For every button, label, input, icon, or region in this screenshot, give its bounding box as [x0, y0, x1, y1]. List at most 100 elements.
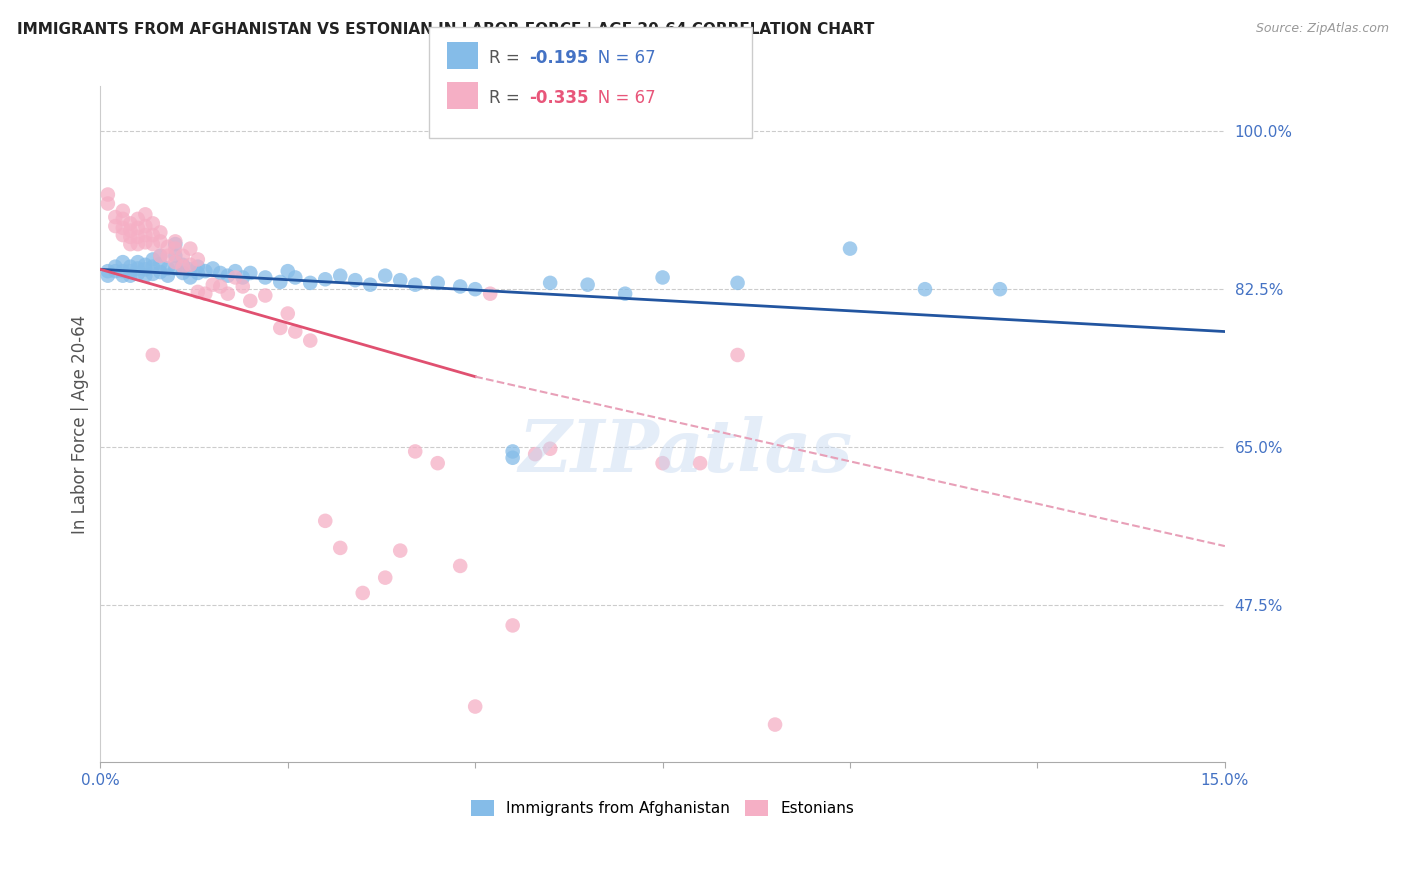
Point [120, 224, 142, 238]
Point [284, 325, 307, 339]
Point [314, 272, 336, 286]
Point [120, 264, 142, 278]
Point [111, 203, 134, 218]
Point [165, 242, 187, 256]
Point [104, 260, 127, 274]
Point [217, 286, 239, 301]
Point [111, 268, 134, 283]
Point [134, 262, 156, 277]
Point [179, 242, 201, 256]
Point [165, 237, 187, 252]
Text: ZIPatlas: ZIPatlas [517, 416, 852, 487]
Text: IMMIGRANTS FROM AFGHANISTAN VS ESTONIAN IN LABOR FORCE | AGE 20-64 CORRELATION C: IMMIGRANTS FROM AFGHANISTAN VS ESTONIAN … [17, 22, 875, 38]
Point [464, 282, 486, 296]
Point [187, 260, 209, 274]
Point [156, 261, 179, 276]
Point [127, 267, 149, 281]
Point [149, 235, 172, 249]
Point [172, 258, 194, 272]
Point [179, 262, 201, 277]
Legend: Immigrants from Afghanistan, Estonians: Immigrants from Afghanistan, Estonians [465, 794, 860, 822]
Point [187, 252, 209, 267]
Point [839, 242, 862, 256]
Point [727, 276, 749, 290]
Point [97, 268, 120, 283]
Point [156, 240, 179, 254]
Point [479, 286, 502, 301]
Point [187, 285, 209, 299]
Point [127, 220, 149, 235]
Point [127, 237, 149, 252]
Point [165, 255, 187, 269]
Point [149, 265, 172, 279]
Point [179, 258, 201, 272]
Point [232, 279, 254, 293]
Point [111, 211, 134, 226]
Point [502, 618, 524, 632]
Point [426, 276, 449, 290]
Point [172, 260, 194, 274]
Point [538, 442, 561, 456]
Point [217, 268, 239, 283]
Point [142, 348, 165, 362]
Point [179, 270, 201, 285]
Point [524, 447, 547, 461]
Point [172, 266, 194, 280]
Text: N = 67: N = 67 [582, 89, 655, 107]
Point [254, 288, 277, 302]
Point [374, 268, 396, 283]
Point [763, 717, 786, 731]
Point [614, 286, 637, 301]
Point [239, 293, 262, 308]
Point [111, 228, 134, 243]
Point [156, 268, 179, 283]
Point [134, 228, 156, 243]
Point [329, 541, 352, 555]
Point [104, 210, 127, 224]
Point [404, 277, 426, 292]
Point [194, 286, 217, 301]
Point [97, 264, 120, 278]
Point [344, 273, 367, 287]
Text: N = 67: N = 67 [582, 49, 655, 67]
Point [120, 237, 142, 252]
Text: R =: R = [489, 89, 526, 107]
Point [277, 306, 299, 320]
Text: -0.195: -0.195 [529, 49, 588, 67]
Point [426, 456, 449, 470]
Point [127, 211, 149, 226]
Y-axis label: In Labor Force | Age 20-64: In Labor Force | Age 20-64 [72, 315, 89, 534]
Point [97, 196, 120, 211]
Point [127, 230, 149, 244]
Point [269, 321, 291, 335]
Point [224, 264, 246, 278]
Point [502, 450, 524, 465]
Point [149, 249, 172, 263]
Point [299, 334, 322, 348]
Point [277, 264, 299, 278]
Point [374, 571, 396, 585]
Point [149, 249, 172, 263]
Point [329, 268, 352, 283]
Point [165, 261, 187, 276]
Point [404, 444, 426, 458]
Point [134, 207, 156, 221]
Point [576, 277, 599, 292]
Point [142, 260, 165, 274]
Point [254, 270, 277, 285]
Point [142, 267, 165, 281]
Point [284, 270, 307, 285]
Point [142, 216, 165, 230]
Point [232, 270, 254, 285]
Point [104, 264, 127, 278]
Point [149, 226, 172, 240]
Point [172, 249, 194, 263]
Point [97, 187, 120, 202]
Text: -0.335: -0.335 [529, 89, 588, 107]
Point [142, 228, 165, 243]
Point [194, 264, 217, 278]
Point [209, 279, 232, 293]
Point [389, 273, 412, 287]
Point [389, 543, 412, 558]
Point [314, 514, 336, 528]
